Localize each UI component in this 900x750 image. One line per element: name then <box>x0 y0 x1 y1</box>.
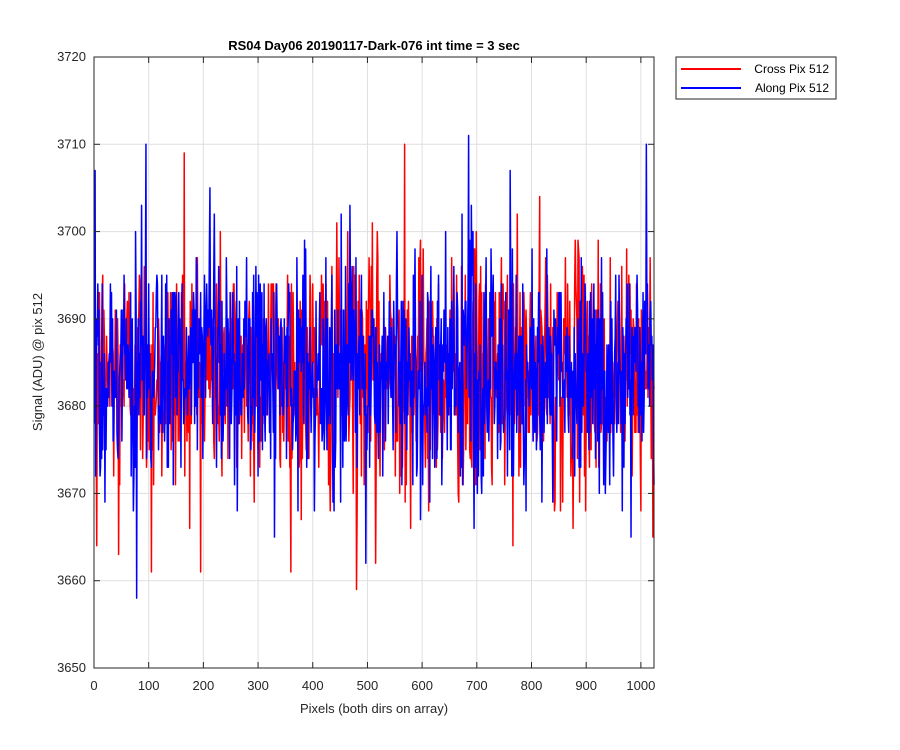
legend-entry-along: Along Pix 512 <box>755 81 829 95</box>
plot-frame <box>93 56 655 669</box>
y-tick-label: 3690 <box>57 311 86 326</box>
legend-box <box>675 56 837 100</box>
x-tick-label: 100 <box>138 678 160 693</box>
ticks <box>93 56 654 669</box>
x-tick-label: 900 <box>575 678 597 693</box>
y-tick-label: 3710 <box>57 136 86 151</box>
y-tick-label: 3650 <box>57 660 86 675</box>
x-tick-label: 1000 <box>626 678 655 693</box>
chart-title: RS04 Day06 20190117-Dark-076 int time = … <box>228 38 520 53</box>
y-tick-label: 3720 <box>57 49 86 64</box>
tick-labels: 0 100 200 300 400 500 600 700 800 900 1000 3650 3660… <box>57 49 655 693</box>
legend: Cross Pix 512 Along Pix 512 <box>675 56 837 100</box>
x-tick-label: 600 <box>411 678 433 693</box>
x-tick-label: 300 <box>247 678 269 693</box>
y-axis-label: Signal (ADU) @ pix 512 <box>30 293 45 431</box>
series-line-along <box>93 134 655 599</box>
legend-entry-cross: Cross Pix 512 <box>754 62 829 76</box>
x-tick-label: 500 <box>357 678 379 693</box>
y-tick-label: 3660 <box>57 573 86 588</box>
y-tick-label: 3700 <box>57 224 86 239</box>
x-tick-label: 200 <box>193 678 215 693</box>
x-axis-label: Pixels (both dirs on array) <box>300 701 448 716</box>
y-tick-label: 3680 <box>57 398 86 413</box>
x-tick-label: 0 <box>90 678 97 693</box>
x-tick-label: 800 <box>521 678 543 693</box>
x-tick-label: 700 <box>466 678 488 693</box>
x-tick-label: 400 <box>302 678 324 693</box>
y-tick-label: 3670 <box>57 485 86 500</box>
series-layer <box>93 134 655 599</box>
